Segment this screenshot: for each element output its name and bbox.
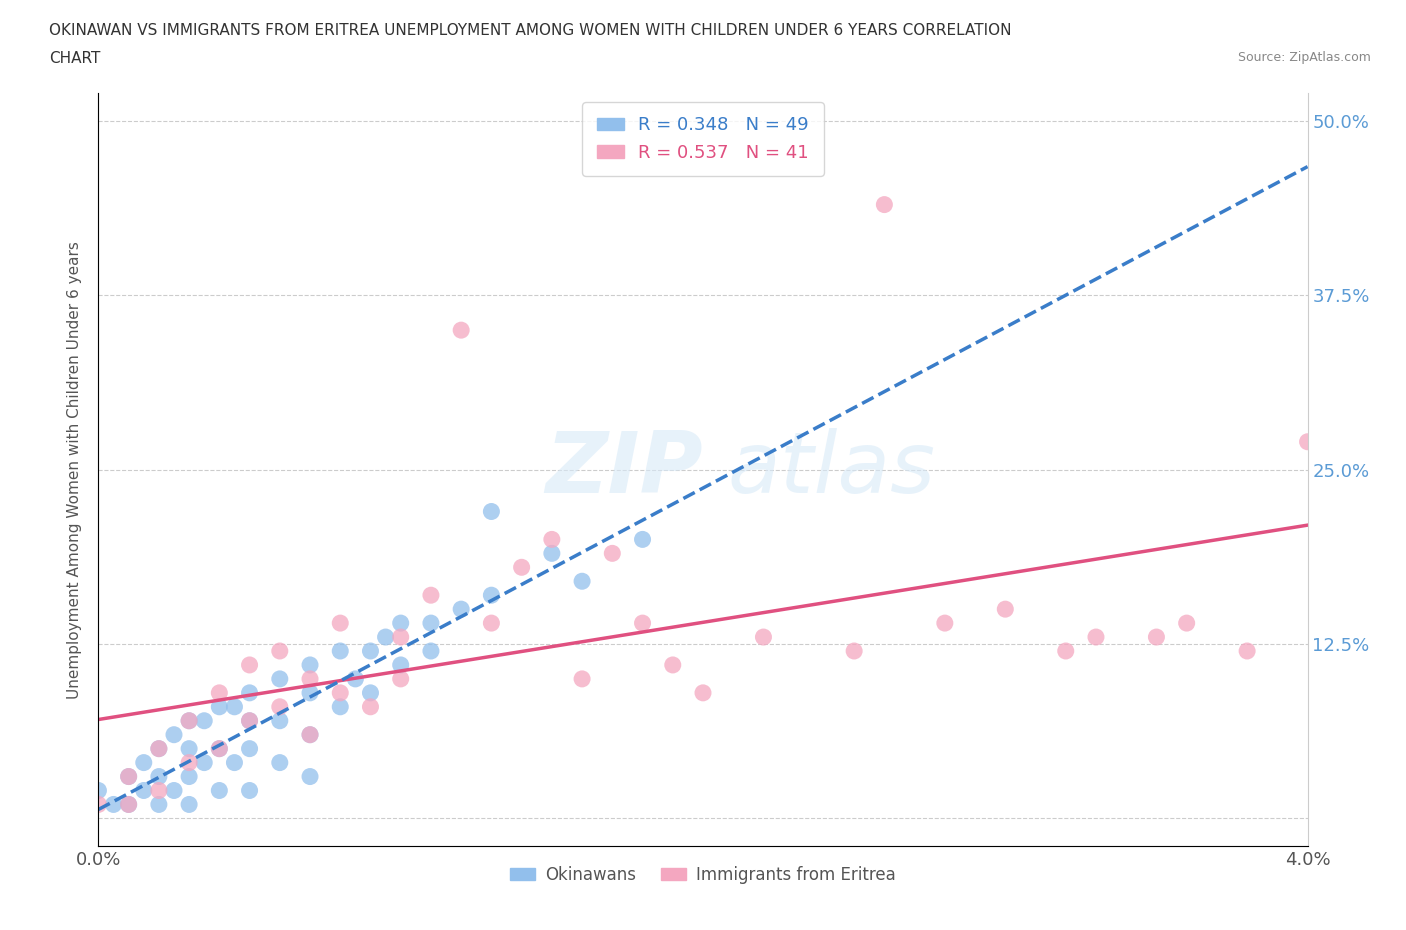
- Point: [239, 658, 262, 672]
- Point: [389, 616, 412, 631]
- Point: [148, 783, 170, 798]
- Point: [148, 769, 170, 784]
- Point: [389, 658, 412, 672]
- Point: [602, 546, 624, 561]
- Point: [1296, 434, 1319, 449]
- Point: [118, 797, 141, 812]
- Point: [661, 658, 683, 672]
- Point: [994, 602, 1017, 617]
- Point: [540, 546, 562, 561]
- Point: [239, 783, 262, 798]
- Point: [208, 783, 231, 798]
- Point: [510, 560, 533, 575]
- Point: [873, 197, 896, 212]
- Point: [360, 685, 382, 700]
- Point: [329, 685, 352, 700]
- Point: [163, 783, 186, 798]
- Point: [481, 588, 503, 603]
- Point: [208, 699, 231, 714]
- Point: [360, 699, 382, 714]
- Point: [1146, 630, 1168, 644]
- Point: [193, 713, 215, 728]
- Point: [269, 755, 291, 770]
- Point: [1175, 616, 1198, 631]
- Point: [148, 741, 170, 756]
- Point: [450, 323, 472, 338]
- Point: [389, 671, 412, 686]
- Point: [269, 713, 291, 728]
- Text: OKINAWAN VS IMMIGRANTS FROM ERITREA UNEMPLOYMENT AMONG WOMEN WITH CHILDREN UNDER: OKINAWAN VS IMMIGRANTS FROM ERITREA UNEM…: [49, 23, 1012, 38]
- Point: [179, 741, 201, 756]
- Point: [420, 644, 443, 658]
- Point: [118, 797, 141, 812]
- Point: [224, 755, 246, 770]
- Point: [208, 741, 231, 756]
- Point: [224, 699, 246, 714]
- Point: [299, 727, 322, 742]
- Point: [329, 616, 352, 631]
- Point: [148, 797, 170, 812]
- Point: [420, 588, 443, 603]
- Point: [179, 769, 201, 784]
- Point: [299, 769, 322, 784]
- Point: [540, 532, 562, 547]
- Point: [179, 713, 201, 728]
- Point: [299, 685, 322, 700]
- Point: [360, 644, 382, 658]
- Point: [844, 644, 866, 658]
- Point: [481, 616, 503, 631]
- Point: [239, 741, 262, 756]
- Point: [1085, 630, 1108, 644]
- Point: [631, 616, 654, 631]
- Point: [571, 574, 593, 589]
- Point: [934, 616, 956, 631]
- Point: [208, 685, 231, 700]
- Point: [299, 671, 322, 686]
- Point: [179, 755, 201, 770]
- Point: [299, 658, 322, 672]
- Point: [329, 699, 352, 714]
- Point: [481, 504, 503, 519]
- Point: [103, 797, 125, 812]
- Point: [269, 671, 291, 686]
- Text: CHART: CHART: [49, 51, 101, 66]
- Point: [239, 713, 262, 728]
- Point: [208, 741, 231, 756]
- Point: [163, 727, 186, 742]
- Point: [1054, 644, 1077, 658]
- Point: [299, 727, 322, 742]
- Point: [118, 769, 141, 784]
- Text: ZIP: ZIP: [546, 428, 703, 512]
- Point: [692, 685, 714, 700]
- Point: [179, 797, 201, 812]
- Point: [179, 713, 201, 728]
- Point: [374, 630, 396, 644]
- Point: [450, 602, 472, 617]
- Text: atlas: atlas: [727, 428, 935, 512]
- Point: [193, 755, 215, 770]
- Point: [239, 685, 262, 700]
- Point: [329, 644, 352, 658]
- Point: [752, 630, 775, 644]
- Point: [87, 797, 110, 812]
- Point: [118, 769, 141, 784]
- Point: [571, 671, 593, 686]
- Point: [132, 783, 155, 798]
- Point: [389, 630, 412, 644]
- Point: [1236, 644, 1258, 658]
- Point: [239, 713, 262, 728]
- Point: [148, 741, 170, 756]
- Point: [420, 616, 443, 631]
- Text: Source: ZipAtlas.com: Source: ZipAtlas.com: [1237, 51, 1371, 64]
- Point: [631, 532, 654, 547]
- Legend: Okinawans, Immigrants from Eritrea: Okinawans, Immigrants from Eritrea: [503, 859, 903, 891]
- Point: [344, 671, 367, 686]
- Point: [269, 699, 291, 714]
- Point: [87, 783, 110, 798]
- Point: [269, 644, 291, 658]
- Point: [132, 755, 155, 770]
- Y-axis label: Unemployment Among Women with Children Under 6 years: Unemployment Among Women with Children U…: [67, 241, 83, 698]
